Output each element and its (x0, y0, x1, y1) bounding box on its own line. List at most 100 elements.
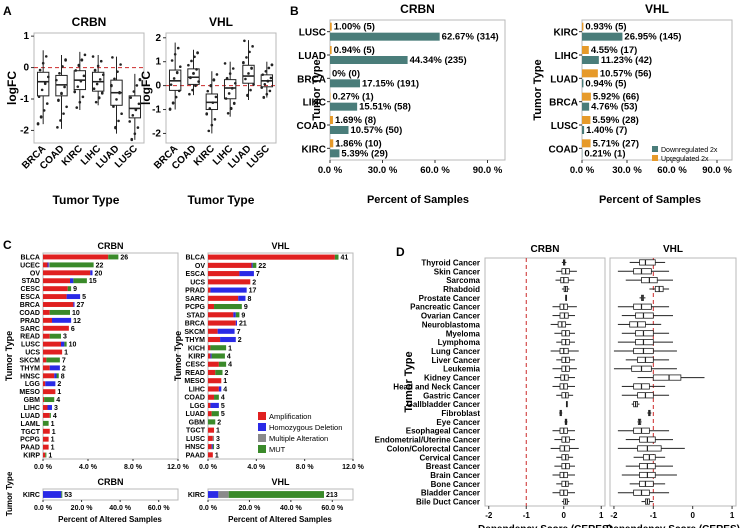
c-c1-crbn-segment-amplification (43, 349, 63, 355)
c-c1-crbn-ytick-label: PCPG (20, 437, 40, 444)
d-crbn-ytick-label: Rhabdoid (443, 285, 480, 294)
a-vhl-xlabel: Tumor Type (188, 193, 255, 207)
c-c1-crbn-count-label: 20 (95, 270, 103, 277)
b-vhl-ytick-label: BRCA (549, 98, 578, 109)
c-c1-crbn-segment-multiple-alteration (48, 262, 50, 268)
a-vhl-point (196, 51, 199, 54)
a-crbn-point (112, 105, 115, 108)
d-vhl-box (633, 268, 652, 275)
c-c2-vhl-count-label: 1 (223, 378, 227, 385)
a-crbn-point (91, 55, 95, 58)
c-c1-crbn-count-label: 27 (77, 302, 85, 309)
c-c1-crbn-count-label: 26 (120, 254, 128, 261)
d-crbn-ytick-label: Prostate Cancer (419, 294, 480, 303)
b-crbn-title: CRBN (400, 2, 435, 16)
c-c2-vhl-ytick-label: MESO (184, 378, 205, 385)
c-c2-vhl-segment-homozygous-deletion (210, 353, 212, 359)
c-c2-vhl-segment-homozygous-deletion (210, 287, 247, 293)
d-crbn-ytick-label: Bile Duct Cancer (416, 498, 480, 507)
b-crbn-ytick-label: KIRC (302, 144, 326, 155)
b-crbn-bar-down (330, 149, 340, 158)
c-c2-vhl-segment-homozygous-deletion (233, 312, 236, 318)
c-c2-vhl-segment-amplification (208, 304, 215, 310)
a-vhl-point (232, 101, 236, 105)
a-crbn-point (129, 96, 133, 99)
b-vhl-ytick-label: LUAD (550, 74, 578, 85)
b-crbn-bar-label: 1.00% (5) (334, 22, 375, 33)
c-c1-crbn-ytick-label: LAML (21, 421, 41, 428)
a-crbn-ytick-label: -2 (20, 125, 29, 136)
c-c2-vhl-count-label: 41 (341, 255, 349, 262)
b-vhl-bar-up (582, 22, 584, 31)
a-vhl-point (190, 59, 193, 63)
b-crbn-bar-up (330, 139, 334, 148)
c-legend-swatch-amplification (258, 412, 266, 420)
c-c2-vhl-segment-mut (212, 444, 215, 450)
d-crbn-ytick-label: Lymphoma (438, 338, 481, 347)
c-c1-crbn-segment-amplification (43, 333, 50, 339)
a-vhl-point (267, 66, 271, 70)
c-c3-crbn-segment-homozygous-deletion (43, 491, 62, 498)
c-c2-vhl-count-label: 3 (216, 444, 220, 451)
c-c3-crbn-segment-mut (61, 491, 63, 498)
d-crbn-xtick-label: 1 (599, 511, 604, 520)
a-vhl-point (242, 61, 245, 64)
a-vhl-point (244, 77, 247, 81)
c-c2-vhl-segment-homozygous-deletion (220, 336, 236, 343)
a-vhl-box (223, 79, 237, 100)
c-c4-vhl-segment-multiple-alteration (218, 491, 229, 498)
c-c1-crbn-ytick-label: TGCT (21, 429, 41, 436)
c-c1-crbn-count-label: 3 (54, 405, 58, 412)
c-c2-vhl-ytick-label: LUAD (186, 411, 205, 418)
d-vhl-xtick-label: -1 (650, 511, 658, 520)
c-c1-crbn-ytick-label: PAAD (21, 445, 40, 452)
a-vhl-ylabel: logFC (139, 71, 153, 105)
a-vhl-point (207, 129, 211, 133)
a-crbn-point (76, 85, 80, 88)
a-crbn-point (93, 68, 97, 72)
c-c2-vhl-segment-amplification (208, 254, 335, 260)
c-c1-crbn-segment-amplification (43, 325, 69, 331)
c-c1-crbn-count-label: 3 (63, 334, 67, 341)
b-crbn-bar-label: 0.27% (1) (332, 92, 373, 103)
c-c1-crbn-ytick-label: SKCM (19, 357, 40, 364)
b-crbn-bar-up (330, 46, 332, 54)
c-legend-swatch-multiple-alteration (258, 434, 266, 442)
c-c2-vhl-segment-multiple-alteration (212, 435, 215, 441)
d-crbn-ytick-label: Pancreatic Cancer (410, 303, 480, 312)
b-vhl-title: VHL (645, 2, 669, 16)
a-crbn-xlabel: Tumor Type (53, 193, 120, 207)
c-c2-vhl-segment-amplification (208, 279, 251, 285)
a-vhl-ytick-label: 2 (155, 33, 161, 44)
a-crbn-point (83, 53, 87, 57)
b-vhl-ytick-label: COAD (549, 144, 578, 155)
a-vhl-box (242, 64, 255, 84)
c-c1-crbn-ytick-label: BRCA (20, 302, 40, 309)
c-c1-crbn-ytick-label: OV (30, 270, 40, 277)
c-c1-crbn-segment-homozygous-deletion (49, 365, 60, 371)
c-c1-crbn-segment-amplification (43, 317, 52, 323)
a-vhl-point (178, 65, 182, 69)
b-legend-swatch-down (652, 146, 658, 152)
a-vhl-point (252, 83, 255, 86)
b-crbn-bar-down (330, 102, 358, 111)
b-vhl-xtick-label: 90.0 % (702, 165, 732, 176)
c-c2-vhl-segment-homozygous-deletion (251, 262, 253, 268)
a-vhl-ytick-label: -1 (152, 105, 161, 116)
d-crbn-ytick-label: Myeloma (446, 329, 481, 338)
c-c2-vhl-ytick-label: HNSC (185, 444, 205, 451)
c-c2-vhl-segment-mut (215, 369, 223, 376)
c-c2-vhl-segment-homozygous-deletion (238, 295, 246, 301)
c-c1-crbn-ytick-label: LIHC (24, 405, 40, 412)
c-c2-vhl-segment-amplification (208, 361, 219, 367)
c-c2-vhl-ytick-label: PCPG (185, 304, 205, 311)
a-crbn-point (135, 84, 139, 87)
b-vhl-xtick-label: 0.0 % (570, 165, 595, 176)
b-crbn-bar-label: 1.86% (10) (335, 138, 381, 149)
c-c2-vhl-segment-amplification (208, 295, 239, 301)
c-c2-vhl-segment-homozygous-deletion (239, 271, 254, 277)
b-vhl-bar-down (582, 102, 590, 111)
c-c1-crbn-segment-homozygous-deletion (61, 341, 65, 347)
b-crbn-ytick-label: BRCA (297, 74, 326, 85)
a-crbn-point (120, 112, 123, 116)
